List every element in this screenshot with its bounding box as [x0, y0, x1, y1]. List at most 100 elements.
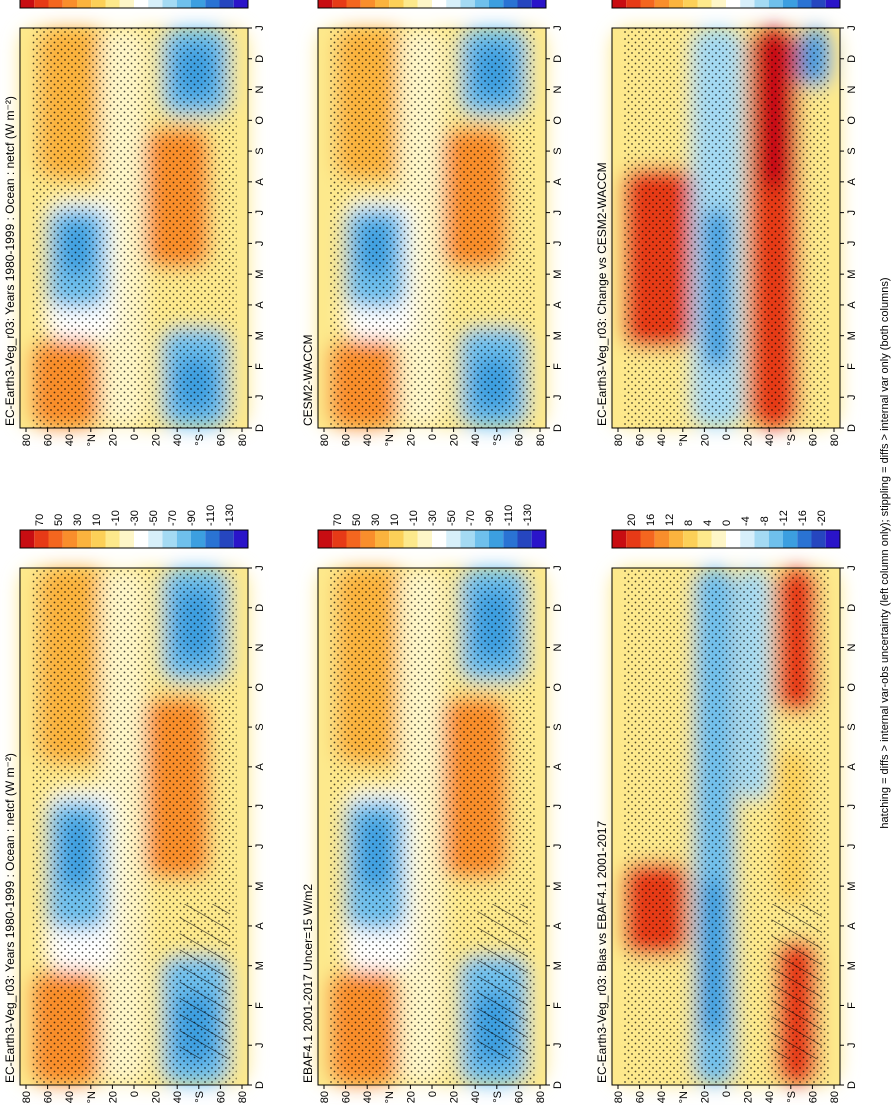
colorbar-swatch	[176, 530, 191, 548]
colorbar-tick-label: -110	[205, 505, 217, 526]
colorbar-swatch	[683, 530, 698, 548]
colorbar-swatch	[474, 530, 489, 548]
colorbar-swatch	[77, 0, 92, 8]
y-tick-label: 40	[656, 1091, 668, 1103]
x-tick-label: F	[552, 363, 564, 370]
colorbar-swatch	[432, 0, 447, 8]
y-tick-label: 20	[449, 434, 461, 446]
colorbar-swatch	[797, 0, 812, 8]
colorbar-swatch	[811, 0, 826, 8]
x-tick-label: A	[552, 301, 564, 309]
colorbar-swatch	[489, 0, 504, 8]
colorbar-swatch	[768, 0, 783, 8]
colorbar-frame	[611, 529, 841, 549]
colorbar-swatch	[654, 530, 669, 548]
x-tick-label: O	[552, 116, 564, 125]
y-tick-label: 80	[613, 434, 625, 446]
y-tick-label: 0	[129, 1091, 141, 1097]
x-tick-label: J	[254, 25, 266, 31]
colorbar-swatch	[825, 0, 840, 8]
y-tick-label: 40	[64, 434, 76, 446]
colorbar-swatch	[446, 0, 461, 8]
colorbar-swatch	[346, 530, 361, 548]
y-tick-label: 60	[807, 1091, 819, 1103]
x-tick-label: M	[552, 331, 564, 340]
colorbar-swatch	[91, 530, 106, 548]
colorbar-tick-label: -30	[129, 510, 141, 526]
colorbar-tick-label: -130	[522, 504, 534, 526]
colorbar-frame	[19, 529, 249, 549]
x-tick-label: F	[552, 1002, 564, 1009]
colorbar-tick-label: -90	[484, 510, 496, 526]
x-tick-label: A	[846, 922, 858, 930]
colorbar-tick-label: -12	[778, 510, 790, 526]
colorbar-swatch	[105, 530, 120, 548]
y-tick-label: 80	[535, 434, 547, 446]
colorbar-swatch	[768, 530, 783, 548]
x-tick-label: O	[254, 116, 266, 125]
x-tick-label: A	[846, 301, 858, 309]
colorbar-swatch	[403, 530, 418, 548]
x-tick-label: D	[552, 55, 564, 63]
y-tick-label: °S	[492, 434, 504, 446]
colorbar-swatch	[162, 530, 177, 548]
x-tick-label: M	[254, 961, 266, 970]
colorbar-swatch	[332, 0, 347, 8]
colorbar-swatch	[375, 530, 390, 548]
y-tick-label: 80	[829, 1091, 841, 1103]
x-tick-label: M	[552, 270, 564, 279]
colorbar-swatch	[148, 0, 163, 8]
colorbar-tick-label: -16	[797, 510, 809, 526]
colorbar-swatch	[474, 0, 489, 8]
x-tick-label: D	[552, 604, 564, 612]
y-tick-label: 20	[405, 434, 417, 446]
colorbar-swatch	[754, 0, 769, 8]
y-tick-label: 20	[699, 434, 711, 446]
colorbar-tick-label: 8	[683, 520, 695, 526]
colorbar-swatch	[134, 530, 149, 548]
colorbar-tick-label: 70	[34, 514, 46, 526]
colorbar-swatch	[205, 0, 220, 8]
x-tick-label: S	[846, 723, 858, 730]
colorbar-swatch	[360, 0, 375, 8]
hatching-overlay	[179, 904, 230, 1060]
x-tick-label: J	[846, 394, 858, 400]
colorbar-swatch	[77, 530, 92, 548]
colorbar-swatch	[697, 0, 712, 8]
colorbar-swatch	[726, 0, 741, 8]
x-tick-label: S	[254, 147, 266, 154]
colorbar-swatch	[503, 530, 518, 548]
colorbar-swatch	[233, 530, 248, 548]
x-tick-label: J	[254, 210, 266, 216]
colorbar-tick-label: -110	[503, 505, 515, 526]
x-tick-label: D	[846, 1081, 858, 1089]
colorbar-swatch	[360, 530, 375, 548]
y-tick-label: 80	[829, 434, 841, 446]
x-tick-label: J	[846, 1042, 858, 1048]
y-tick-label: 80	[237, 434, 249, 446]
y-tick-label: 60	[43, 434, 55, 446]
colorbar-swatch	[811, 530, 826, 548]
colorbar-swatch	[148, 530, 163, 548]
x-tick-label: M	[846, 270, 858, 279]
hatching-overlay	[477, 904, 528, 1060]
x-tick-label: D	[552, 1081, 564, 1089]
footnote: hatching = diffs > internal var-obs unce…	[879, 277, 891, 828]
y-tick-label: 60	[341, 434, 353, 446]
x-tick-label: A	[552, 922, 564, 930]
x-tick-label: M	[846, 331, 858, 340]
colorbar-swatch	[205, 530, 220, 548]
y-tick-label: 60	[807, 434, 819, 446]
panel-title: EC-Earth3-Veg_r03: Change vs CESM2-WACCM	[595, 162, 609, 426]
colorbar-tick-label: -10	[110, 510, 122, 526]
colorbar-swatch	[612, 0, 627, 8]
colorbar-tick-label: 12	[664, 514, 676, 526]
y-tick-label: 20	[743, 1091, 755, 1103]
y-tick-label: 40	[362, 434, 374, 446]
colorbar-swatch	[375, 0, 390, 8]
colorbar-swatch	[783, 0, 798, 8]
colorbar-swatch	[697, 530, 712, 548]
x-tick-label: A	[552, 763, 564, 771]
